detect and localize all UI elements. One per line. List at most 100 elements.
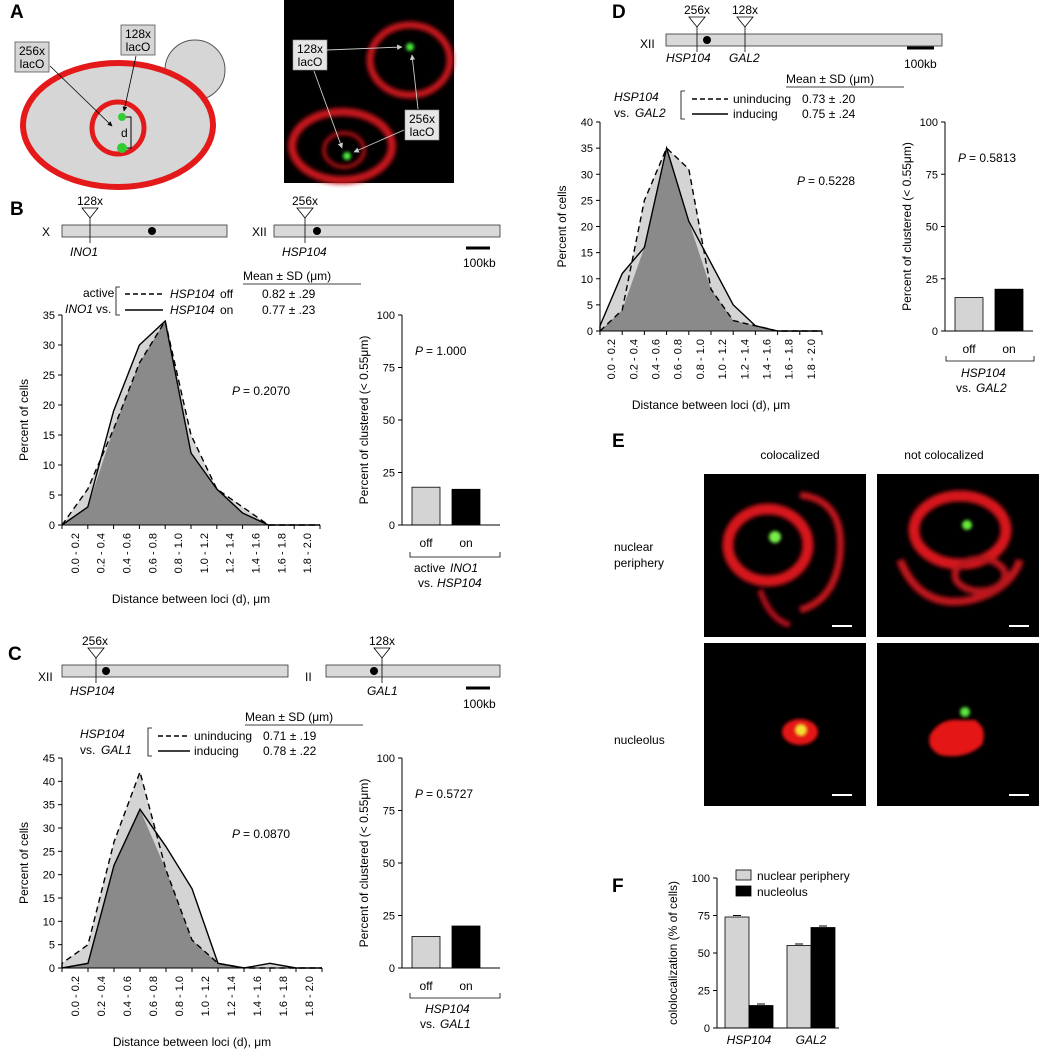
y-tick-label: 25 — [43, 846, 55, 858]
panel-label-c: C — [8, 644, 22, 665]
locus-128x — [118, 113, 126, 121]
y-tick-label: 75 — [698, 911, 710, 923]
legend-group: GAL1 — [101, 743, 132, 757]
bar-on — [994, 288, 1024, 332]
label-256x: 256x — [409, 112, 435, 126]
y-tick-label: 20 — [581, 222, 593, 234]
lacO-mark: 256x — [292, 194, 318, 208]
subtitle-text: vs. — [956, 381, 971, 395]
bar-chart-f: HSP104 GAL2 0 25 50 75 100 cololocalization (% … — [666, 869, 850, 1047]
y-tick-label: 0 — [49, 963, 55, 975]
y-tick-label: 75 — [383, 806, 395, 818]
legend-state: on — [220, 303, 233, 317]
bar-off — [954, 297, 984, 332]
subtitle-text: vs. — [418, 576, 433, 590]
legend-b: Mean ± SD (μm) active INO1 vs. HSP104 of… — [65, 269, 361, 317]
y-tick-label: 45 — [43, 753, 55, 765]
y-tick-label: 0 — [389, 963, 395, 975]
y-tick-label: 0 — [389, 520, 395, 532]
x-tick-label: 1.6 - 1.8 — [276, 533, 288, 573]
scale-bar-label: 100kb — [904, 57, 937, 71]
micrograph-e-nucleolus-not-colocalized — [877, 643, 1039, 806]
bar-HSP104-0 — [724, 916, 750, 1029]
x-tick-label: 1.2 - 1.4 — [739, 339, 751, 379]
locus-256x — [117, 143, 127, 153]
y-tick-label: 100 — [377, 753, 395, 765]
bar-GAL2-1 — [810, 927, 836, 1029]
lacO-mark: 256x — [82, 634, 108, 648]
subtitle-text: HSP104 — [425, 1002, 470, 1016]
panel-label-e: E — [612, 431, 625, 452]
chromosome-diagram-b: X 128x INO1 XII 256x HSP104 100kb — [42, 194, 501, 270]
subtitle-text: INO1 — [450, 561, 478, 575]
y-tick-label: 10 — [43, 916, 55, 928]
legend-group: vs. — [614, 106, 629, 120]
y-tick-label: 25 — [926, 274, 938, 286]
y-tick-label: 30 — [43, 340, 55, 352]
chromosome-diagram-c: XII 256x HSP104 II 128x GAL1 100kb — [38, 634, 501, 711]
micrograph-e-periphery-colocalized — [704, 474, 866, 637]
y-axis-label: Percent of clustered (< 0.55μm) — [357, 336, 371, 505]
y-axis-label: Percent of clustered (< 0.55μm) — [900, 142, 914, 311]
area-overlap — [62, 809, 322, 968]
cell-schematic: d 128x lacO 256x lacO — [14, 24, 226, 190]
legend-value: 0.78 ± .22 — [263, 744, 317, 758]
x-tick-label: GAL2 — [796, 1033, 827, 1047]
x-tick-label: 1.6 - 1.8 — [278, 976, 290, 1016]
y-axis-label: Percent of clustered (< 0.55μm) — [357, 779, 371, 948]
legend-value: 0.73 ± .20 — [802, 92, 856, 106]
x-tick-label: on — [1002, 342, 1015, 356]
x-tick-label: off — [419, 536, 433, 550]
x-tick-label: 1.2 - 1.4 — [225, 533, 237, 573]
series-line-solid — [61, 807, 322, 969]
label-256x: 256x — [19, 44, 45, 58]
y-tick-label: 0 — [587, 326, 593, 338]
x-tick-label: 1.0 - 1.2 — [200, 976, 212, 1016]
x-tick-label: 0.4 - 0.6 — [651, 339, 663, 379]
x-tick-label: 1.0 - 1.2 — [199, 533, 211, 573]
panel-label-d: D — [612, 2, 626, 23]
subtitle-text: HSP104 — [961, 366, 1006, 380]
x-tick-label: 1.2 - 1.4 — [226, 976, 238, 1016]
gene-label: GAL2 — [729, 51, 760, 65]
label-laco: lacO — [298, 55, 323, 69]
y-tick-label: 30 — [581, 169, 593, 181]
bar-chart-d: off on 0 25 50 75 100 Percent of clustered (< 0… — [900, 117, 1033, 356]
legend-c: Mean ± SD (μm) HSP104 vs. GAL1 uninducin… — [80, 710, 363, 758]
y-axis-label: Percent of cells — [555, 185, 569, 267]
x-axis-label: Distance between loci (d), μm — [113, 1035, 271, 1049]
x-axis-label: Distance between loci (d), μm — [112, 592, 270, 606]
p-value: = 0.5813 — [969, 151, 1016, 165]
y-tick-label: 40 — [43, 776, 55, 788]
y-tick-label: 40 — [581, 117, 593, 129]
x-tick-label: 0.4 - 0.6 — [122, 533, 134, 573]
legend-gene: HSP104 — [170, 303, 215, 317]
y-tick-label: 30 — [43, 823, 55, 835]
y-tick-label: 0 — [49, 520, 55, 532]
legend-value: 0.71 ± .19 — [263, 729, 317, 743]
legend-header: Mean ± SD (μm) — [786, 72, 874, 86]
x-tick-label: 0.0 - 0.2 — [70, 533, 82, 573]
row-label: nuclear — [614, 540, 653, 554]
gene-label: HSP104 — [70, 684, 115, 698]
legend-header: Mean ± SD (μm) — [245, 710, 333, 724]
legend-value: 0.75 ± .24 — [802, 107, 856, 121]
x-tick-label: 0.2 - 0.4 — [628, 339, 640, 379]
bar-subtitle-d: HSP104 vs. GAL2 — [945, 356, 1035, 395]
y-axis-label: cololocalization (% of cells) — [666, 881, 680, 1025]
histogram-d: 0 5 10 15 20 25 30 35 40 0.0 - 0.2 0.2 - 0.4 0.4 - … — [555, 117, 855, 412]
bar-chart-c: off on 0 25 50 75 100 Percent of clustered (< 0… — [357, 753, 500, 993]
y-tick-label: 10 — [43, 460, 55, 472]
y-axis-label: Percent of cells — [17, 379, 31, 461]
x-tick-label: 0.2 - 0.4 — [96, 976, 108, 1016]
label-128x: 128x — [125, 27, 151, 41]
y-tick-label: 50 — [383, 415, 395, 427]
x-tick-label: on — [459, 536, 472, 550]
y-tick-label: 75 — [383, 363, 395, 375]
panel-label-b: B — [10, 199, 24, 220]
label-128x: 128x — [297, 42, 323, 56]
y-tick-label: 50 — [926, 222, 938, 234]
legend-label: nucleolus — [757, 885, 808, 899]
bar-HSP104-1 — [748, 1005, 774, 1029]
p-value-letter: P — [958, 151, 966, 165]
